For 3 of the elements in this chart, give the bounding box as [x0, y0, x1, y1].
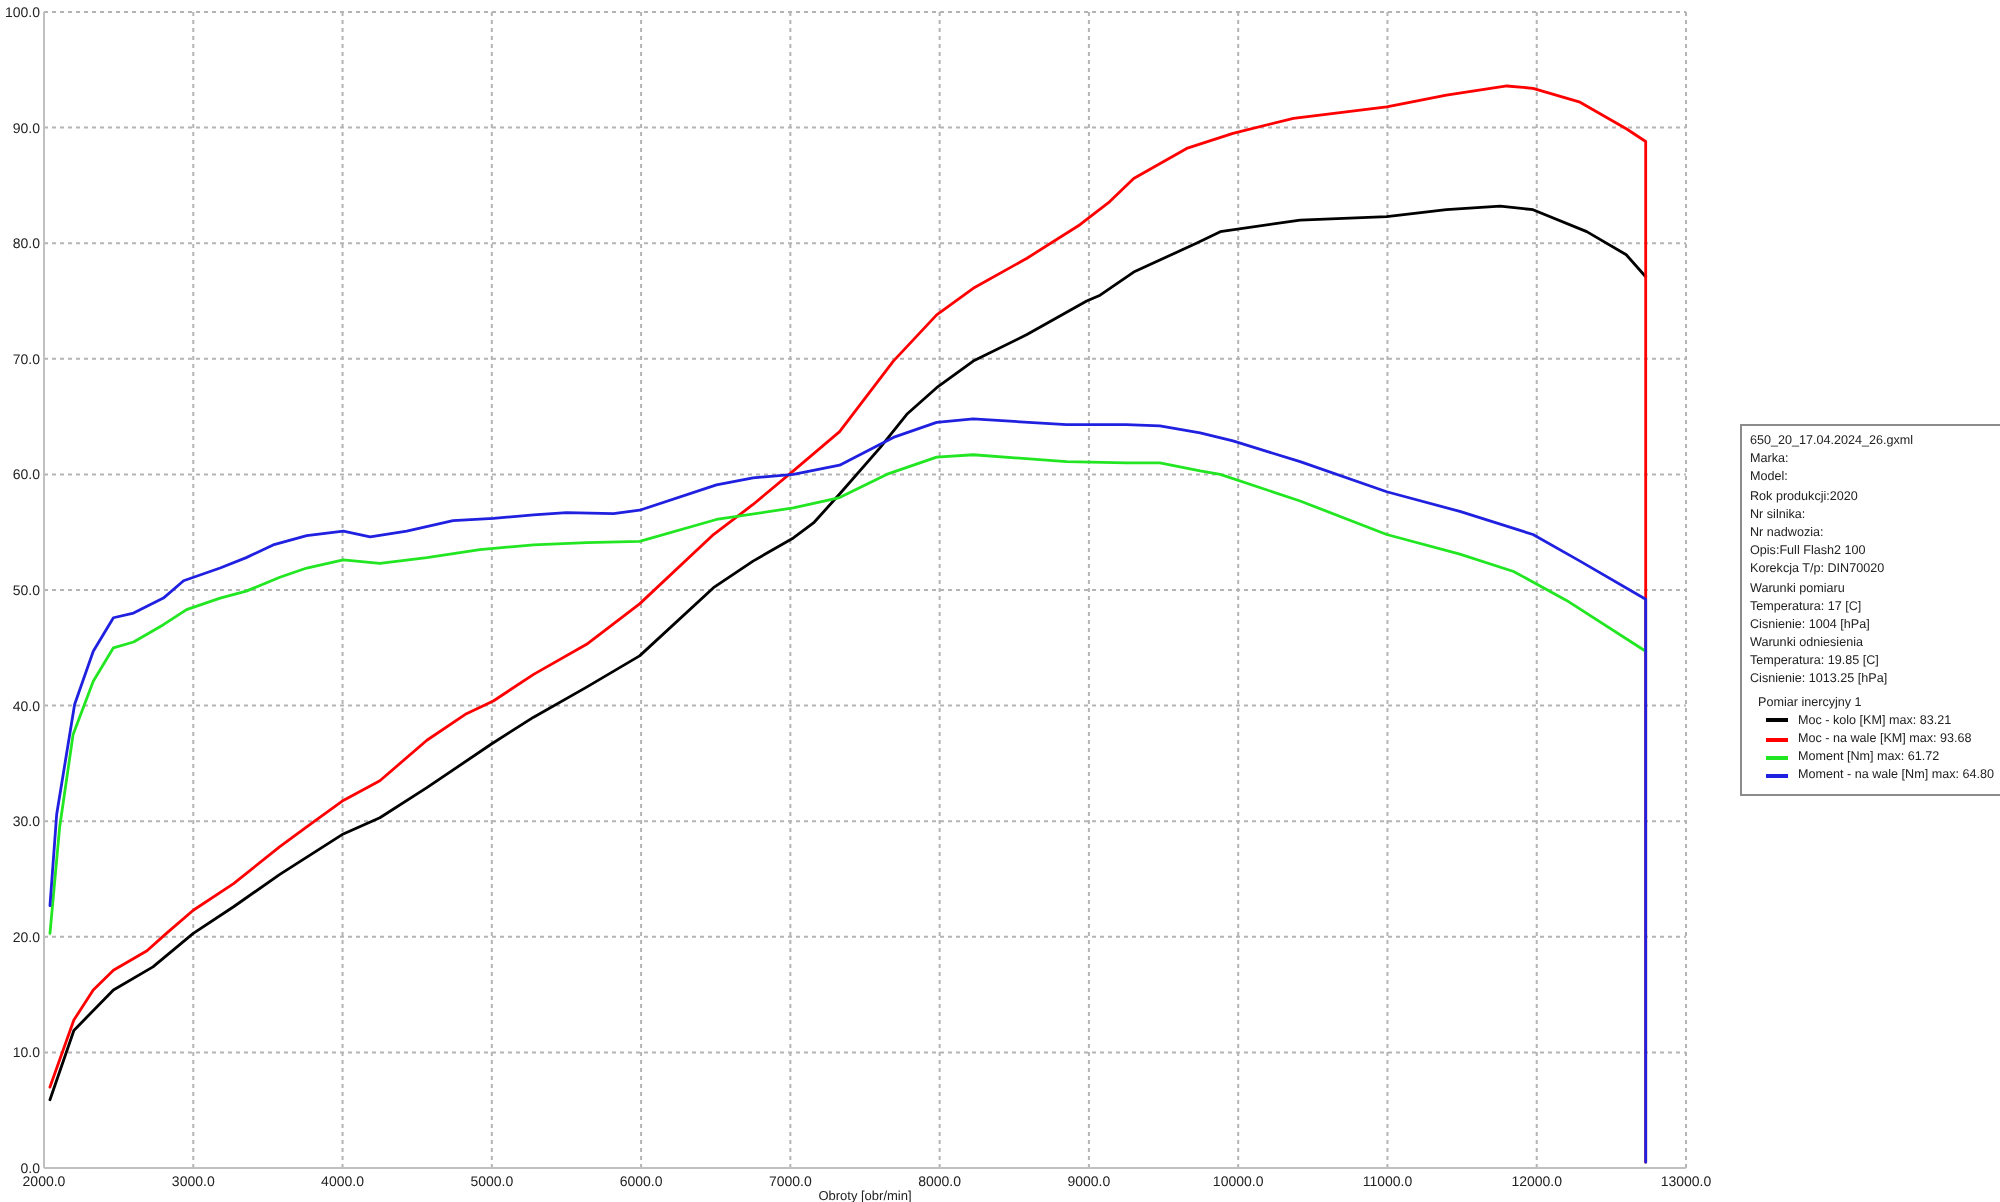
- line-series: [48, 453, 1648, 935]
- line-series: [48, 417, 1648, 1164]
- line-series: [48, 204, 1648, 1102]
